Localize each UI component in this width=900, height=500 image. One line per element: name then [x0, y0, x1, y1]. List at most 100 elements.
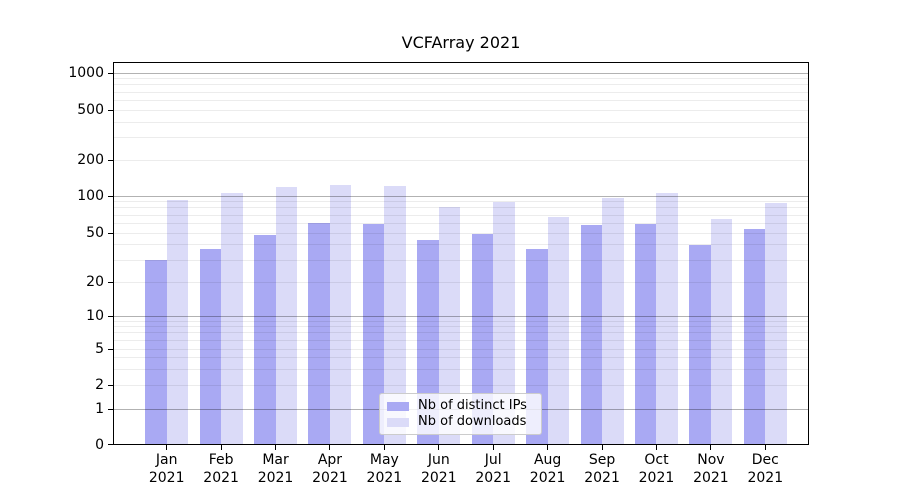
x-tick-label: Jul 2021	[475, 452, 512, 486]
bar	[710, 218, 733, 444]
x-tick-label: Nov 2021	[693, 452, 729, 486]
gridline	[114, 315, 808, 317]
gridline	[114, 281, 808, 283]
x-tick-label: Dec 2021	[747, 452, 784, 486]
bar	[438, 206, 461, 444]
y-tick	[108, 384, 113, 386]
y-tick-label: 10	[86, 308, 104, 324]
gridline	[114, 332, 808, 334]
gridline	[114, 201, 808, 203]
y-tick-label: 2	[95, 377, 104, 393]
legend-swatch	[387, 401, 409, 411]
y-tick	[108, 159, 113, 161]
gridline	[114, 78, 808, 80]
y-tick	[108, 315, 113, 317]
x-tick	[601, 445, 603, 450]
gridline	[114, 244, 808, 246]
x-tick-label: Aug 2021	[529, 452, 566, 486]
y-tick-label: 100	[77, 188, 104, 204]
bar	[634, 224, 657, 444]
x-tick-label: Sep 2021	[584, 452, 620, 486]
bar	[384, 186, 406, 444]
bar	[145, 260, 167, 444]
gridline	[114, 109, 808, 111]
legend: Nb of distinct IPs Nb of downloads	[379, 393, 542, 435]
bar	[199, 249, 222, 444]
gridline	[114, 159, 808, 161]
x-tick-label: Feb 2021	[203, 452, 239, 486]
chart-title: VCFArray 2021	[401, 33, 521, 52]
gridline	[114, 121, 808, 123]
bar	[580, 225, 603, 444]
y-tick-label: 500	[77, 102, 104, 118]
y-tick-label: 50	[86, 225, 104, 241]
y-tick-label: 1	[95, 401, 104, 417]
x-tick	[383, 445, 385, 450]
gridline	[114, 348, 808, 350]
bar	[308, 223, 330, 444]
legend-label: Nb of downloads	[418, 414, 527, 429]
gridline	[114, 137, 808, 139]
gridline	[114, 195, 808, 197]
bar	[254, 235, 276, 444]
gridline	[114, 91, 808, 93]
y-tick	[108, 195, 113, 197]
bar	[689, 244, 711, 444]
bar	[602, 198, 624, 444]
gridline	[114, 326, 808, 328]
y-tick-label: 1000	[68, 65, 104, 81]
y-tick	[108, 232, 113, 234]
x-tick	[547, 445, 549, 450]
x-tick	[166, 445, 168, 450]
bar	[656, 192, 678, 444]
gridline	[114, 207, 808, 209]
y-tick	[108, 348, 113, 350]
y-tick	[108, 408, 113, 410]
y-tick-label: 0	[95, 436, 104, 453]
x-tick-label: May 2021	[366, 452, 403, 486]
bar	[493, 202, 515, 444]
x-tick-label: Jun 2021	[420, 452, 457, 486]
gridline	[114, 214, 808, 216]
x-tick	[220, 445, 222, 450]
y-tick	[108, 281, 113, 283]
gridline	[114, 222, 808, 224]
bar	[417, 239, 439, 444]
x-tick	[710, 445, 712, 450]
bar	[765, 203, 787, 444]
x-tick	[438, 445, 440, 450]
gridline	[114, 339, 808, 341]
legend-swatch	[387, 417, 409, 427]
x-tick-label: Mar 2021	[257, 452, 294, 486]
bar	[362, 224, 385, 444]
bar	[547, 217, 570, 444]
x-tick-label: Oct 2021	[638, 452, 675, 486]
y-tick-label: 5	[95, 341, 104, 357]
gridline	[114, 357, 808, 359]
gridline	[114, 320, 808, 322]
gridline	[114, 259, 808, 261]
legend-item: Nb of downloads	[387, 414, 534, 430]
x-tick-label: Apr 2021	[312, 452, 348, 486]
x-tick	[329, 445, 331, 450]
bar	[329, 185, 352, 444]
bar	[275, 187, 298, 444]
x-tick	[275, 445, 277, 450]
legend-label: Nb of distinct IPs	[418, 398, 527, 413]
gridline	[114, 72, 808, 74]
y-tick	[108, 109, 113, 111]
x-tick	[492, 445, 494, 450]
gridline	[114, 384, 808, 386]
y-tick	[108, 444, 113, 445]
gridline	[114, 368, 808, 370]
gridline	[114, 232, 808, 234]
bar	[743, 228, 766, 444]
gridline	[114, 99, 808, 101]
y-tick	[108, 72, 113, 74]
x-tick	[764, 445, 766, 450]
bar	[471, 234, 494, 444]
x-tick-label: Jan 2021	[148, 452, 185, 486]
legend-item: Nb of distinct IPs	[387, 398, 534, 414]
y-tick-label: 20	[86, 274, 104, 290]
